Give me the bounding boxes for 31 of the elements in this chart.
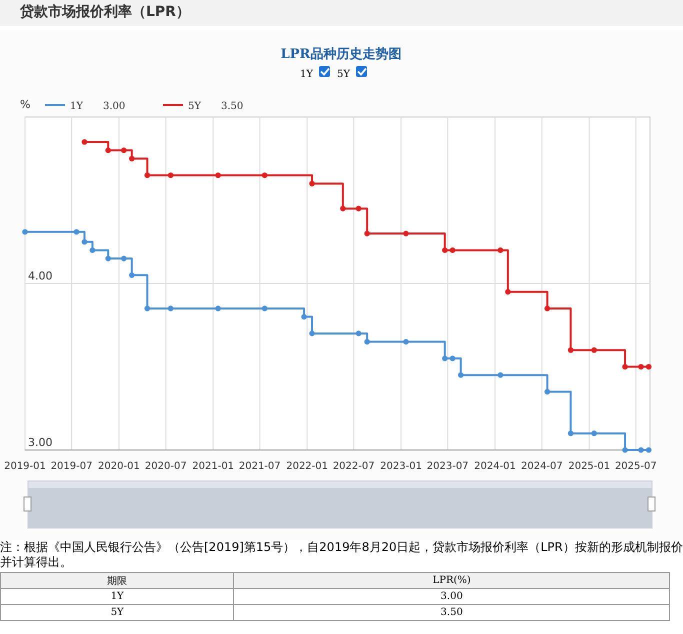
x-tick-label: 2020-07	[144, 461, 187, 472]
x-tick-label: 2023-07	[426, 461, 469, 472]
x-tick-label: 2022-01	[286, 461, 328, 472]
chart-subtitle: LPR品种历史走势图	[280, 46, 402, 62]
text: LPR(%)	[234, 572, 670, 588]
text: 3.50	[221, 101, 244, 112]
x-tick-label: 2024-07	[520, 461, 563, 472]
text: 3.00	[103, 101, 126, 112]
x-tick-label: 2023-01	[380, 461, 422, 472]
x-tick-label: 2024-01	[474, 461, 516, 472]
x-tick-label: 2025-07	[614, 461, 657, 472]
text: 期限	[0, 572, 234, 588]
x-tick-label: 2020-01	[98, 461, 140, 472]
text: 5Y	[0, 604, 234, 620]
text: 3.50	[440, 607, 463, 618]
legend-label: 1Y	[70, 101, 84, 112]
x-tick-label: 2022-07	[332, 461, 375, 472]
text: 5Y	[337, 69, 350, 80]
text: 注：根据《中国人民银行公告》（公告[2019]第15号），自2019年8月20日起，贷款市场报价利率（LPR）按新的形成机制报价并计算得出。	[0, 540, 683, 570]
chart-title: 贷款市场报价利率（LPR）	[0, 0, 683, 26]
text: 1Y	[0, 588, 234, 604]
x-tick-label: 2021-01	[192, 461, 234, 472]
y-axis-title: %	[20, 98, 30, 111]
text: 1Y	[300, 69, 313, 80]
x-tick-label: 2021-07	[238, 461, 281, 472]
x-tick-label: 2019-07	[50, 461, 92, 472]
x-tick-label: 2019-01	[4, 461, 46, 472]
text: 3.00	[440, 591, 463, 602]
legend-label: 5Y	[188, 101, 202, 112]
x-tick-label: 2025-01	[568, 461, 610, 472]
y-tick-label: 4.00	[28, 270, 52, 282]
